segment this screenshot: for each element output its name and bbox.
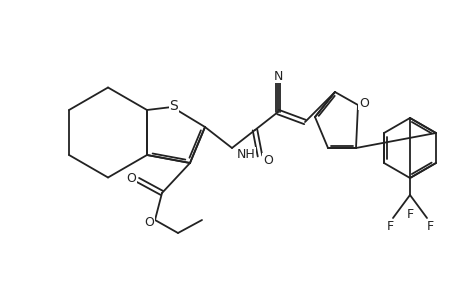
Text: O: O <box>263 154 272 166</box>
Text: N: N <box>273 70 282 83</box>
Text: NH: NH <box>236 148 255 160</box>
Text: O: O <box>144 215 154 229</box>
Text: F: F <box>406 208 413 221</box>
Text: S: S <box>169 99 178 113</box>
Text: F: F <box>386 220 393 232</box>
Text: O: O <box>358 97 368 110</box>
Text: O: O <box>126 172 136 185</box>
Text: F: F <box>425 220 433 232</box>
